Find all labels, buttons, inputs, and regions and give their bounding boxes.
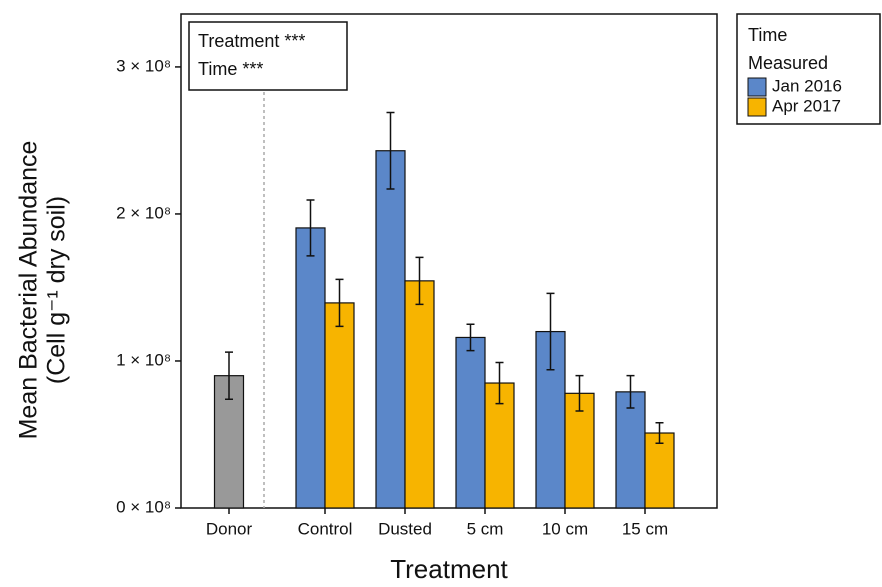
error-bar <box>306 199 315 257</box>
bar <box>455 336 486 509</box>
legend-label: Jan 2016 <box>772 76 842 95</box>
x-tick-label: 15 cm <box>622 519 668 538</box>
x-tick-label: Dusted <box>378 519 432 538</box>
legend-swatch <box>747 97 767 117</box>
y-axis-title: Mean Bacterial Abundance <box>15 141 43 440</box>
legend-label: Apr 2017 <box>772 96 841 115</box>
error-bar <box>626 374 635 409</box>
y-axis-title: (Cell g⁻¹ dry soil) <box>43 196 71 384</box>
x-tick-label: Donor <box>206 519 253 538</box>
x-tick-label: 5 cm <box>467 519 504 538</box>
legend-title: Time <box>748 25 787 45</box>
error-bar <box>386 111 395 190</box>
error-bar <box>466 323 475 352</box>
plot-frame <box>180 13 718 509</box>
bar <box>644 432 675 509</box>
legend-swatch <box>747 77 767 97</box>
x-axis-title: Treatment <box>390 554 508 584</box>
y-tick-label: 1 × 10⁸ <box>116 350 171 369</box>
annotation: Time *** <box>198 59 263 79</box>
bar <box>324 302 355 509</box>
legend-title: Measured <box>748 53 828 73</box>
error-bar <box>225 351 233 400</box>
bar <box>404 280 435 509</box>
y-tick-label: 2 × 10⁸ <box>116 203 171 222</box>
error-bar <box>655 421 664 445</box>
y-tick-label: 0 × 10⁸ <box>116 497 171 516</box>
x-tick-label: 10 cm <box>542 519 588 538</box>
x-tick-label: Control <box>298 519 353 538</box>
annotation-box <box>188 21 348 91</box>
error-bar <box>575 374 584 412</box>
error-bar <box>546 292 555 371</box>
bar <box>295 227 326 509</box>
bar <box>535 330 566 509</box>
error-bar <box>415 256 424 306</box>
error-bar <box>335 278 344 328</box>
annotation: Treatment *** <box>198 31 305 51</box>
error-bar <box>495 361 504 405</box>
bar <box>375 150 406 509</box>
bar <box>615 391 646 509</box>
y-tick-label: 3 × 10⁸ <box>116 56 171 75</box>
